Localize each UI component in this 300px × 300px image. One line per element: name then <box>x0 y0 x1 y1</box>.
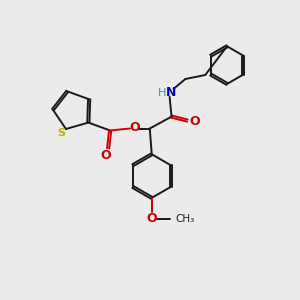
Text: O: O <box>189 115 200 128</box>
Text: O: O <box>146 212 157 225</box>
Text: CH₃: CH₃ <box>176 214 195 224</box>
Text: S: S <box>57 128 65 138</box>
Text: O: O <box>101 149 112 162</box>
Text: H: H <box>158 88 166 98</box>
Text: O: O <box>130 121 140 134</box>
Text: N: N <box>165 86 176 99</box>
